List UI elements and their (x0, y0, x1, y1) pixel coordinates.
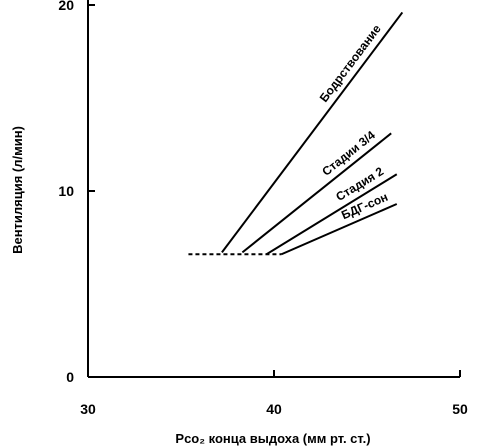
axes: 0 10 20 30 40 50 (58, 0, 468, 417)
x-tick-label: 30 (80, 401, 96, 417)
x-tick-label: 50 (452, 401, 468, 417)
series-line (241, 132, 392, 254)
x-axis-title: Pco₂ конца выдоха (мм рт. ст.) (175, 431, 370, 446)
y-tick-label: 10 (58, 183, 74, 199)
y-axis-title: Вентиляция (л/мин) (10, 126, 25, 254)
series-line (281, 203, 398, 256)
y-tick-label: 20 (58, 0, 74, 13)
y-tick-label: 0 (66, 369, 74, 385)
x-tick-label: 40 (266, 401, 282, 417)
series-line (221, 11, 404, 253)
series-label: Бодрствование (317, 22, 384, 105)
series-line (266, 173, 398, 256)
